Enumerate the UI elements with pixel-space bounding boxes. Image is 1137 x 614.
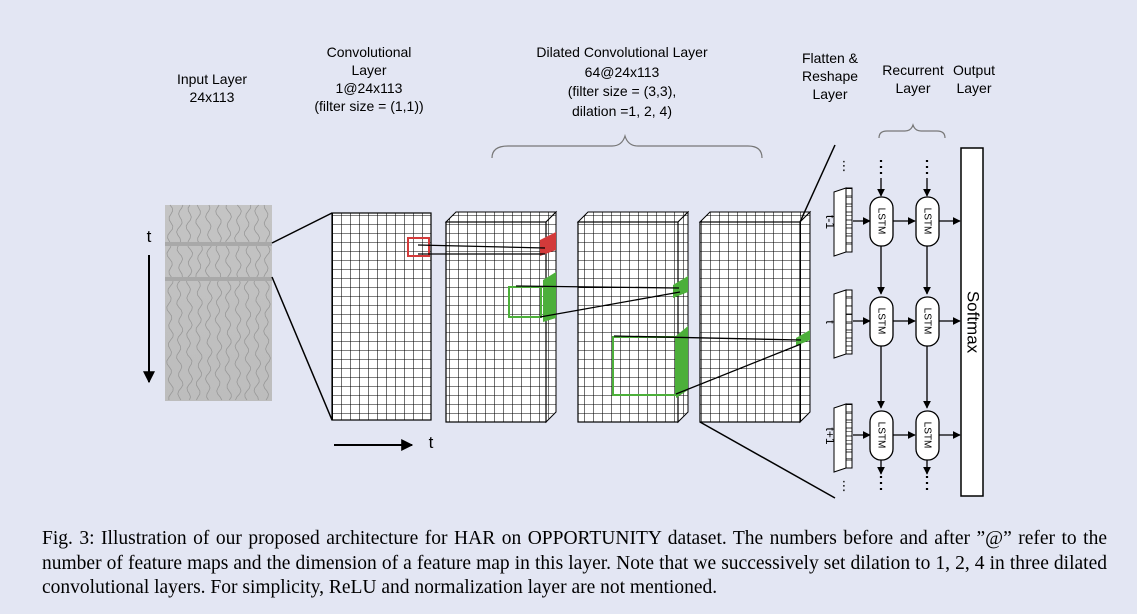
connector-line	[417, 244, 546, 249]
dilated1-red-highlight	[540, 232, 556, 256]
lstm-label: LSTM	[875, 308, 886, 335]
ellipsis-dots	[879, 160, 929, 492]
recurrent-layer-label: Recurrent Layer	[882, 62, 944, 96]
output-layer-line1: Output	[953, 62, 995, 78]
lstm-cell: LSTM	[869, 196, 894, 247]
dilated-layer-label: Dilated Convolutional Layer 64@24x113 (f…	[536, 44, 708, 119]
time-axis-vertical-label: t	[147, 227, 152, 246]
connector-line	[699, 421, 836, 499]
flatten-vector-t-plus-1: t+1	[823, 403, 853, 473]
recurrent-layer-line2: Layer	[895, 80, 930, 96]
flatten-reshape-vectors: ⋮ ⋮ t-1 t t+	[823, 158, 853, 493]
lstm-label: LSTM	[921, 208, 932, 235]
lstm-cell: LSTM	[869, 296, 894, 347]
connector-line	[539, 291, 681, 318]
dilated-layer-filter: (filter size = (3,3),	[568, 83, 677, 99]
step-label-t-minus-1: t-1	[823, 215, 837, 229]
flatten-vector-t: t	[823, 289, 853, 359]
dilated-layer-title: Dilated Convolutional Layer	[536, 44, 708, 60]
recurrent-layer-brace	[878, 123, 946, 139]
signal-trace	[244, 204, 252, 401]
connector-line	[613, 335, 802, 341]
flatten-layer-line1: Flatten &	[802, 50, 859, 66]
lstm-label: LSTM	[921, 422, 932, 449]
connector-line	[271, 276, 333, 421]
figure-caption: Fig. 3: Illustration of our proposed arc…	[42, 528, 1107, 598]
input-layer-label: Input Layer 24x113	[177, 71, 247, 105]
dilated-conv-block-3	[698, 210, 812, 424]
lstm-input-arrows	[853, 217, 961, 439]
flatten-layer-line2: Reshape	[802, 68, 858, 84]
input-layer-title: Input Layer	[177, 71, 247, 87]
dilated1-green-highlight	[543, 272, 556, 322]
signal-trace	[234, 204, 242, 401]
lstm-label: LSTM	[875, 422, 886, 449]
step-label-t-plus-1: t+1	[823, 427, 837, 444]
time-axis-horizontal-label: t	[429, 433, 434, 452]
dilated-conv-block-2	[576, 210, 690, 424]
input-signal-image	[165, 204, 272, 401]
lstm-cell: LSTM	[915, 410, 940, 461]
lstm-cell: LSTM	[915, 196, 940, 247]
connector-line	[799, 144, 836, 223]
dilated3-green-highlight	[796, 330, 810, 346]
conv-layer-filter: (filter size = (1,1))	[314, 98, 423, 114]
conv-layer-title-1: Convolutional	[327, 44, 412, 60]
connector-line	[515, 285, 680, 289]
ellipsis-bottom: ⋮	[838, 478, 851, 493]
dilated2-green-band	[676, 326, 688, 398]
signal-trace	[224, 204, 232, 401]
step-label-t: t	[823, 320, 837, 324]
softmax-output-block: Softmax	[960, 147, 984, 497]
signal-trace	[195, 204, 203, 401]
signal-trace	[204, 204, 213, 401]
input-layer-dims: 24x113	[190, 89, 235, 105]
signal-trace	[253, 204, 262, 401]
lstm-cell: LSTM	[869, 410, 894, 461]
dilated-layer-dilation: dilation =1, 2, 4)	[572, 103, 672, 119]
output-layer-label: Output Layer	[953, 62, 995, 96]
flatten-layer-line3: Layer	[812, 86, 847, 102]
softmax-label: Softmax	[964, 291, 983, 354]
conv-layer-title-2: Layer	[351, 62, 386, 78]
ellipsis-top: ⋮	[838, 158, 851, 173]
signal-trace	[176, 204, 184, 401]
conv-feature-map	[331, 212, 432, 421]
architecture-diagram: Input Layer 24x113 Convolutional Layer 1…	[143, 44, 995, 499]
flatten-vector-t-minus-1: t-1	[823, 187, 853, 257]
output-layer-line2: Layer	[956, 80, 991, 96]
signal-trace	[214, 204, 223, 401]
recurrent-layer-line1: Recurrent	[882, 62, 944, 78]
dilated1-green-box	[508, 286, 542, 318]
signal-trace	[185, 204, 194, 401]
lstm-recurrent-layer: LSTM LSTM LSTM LSTM LSTM LSTM	[853, 160, 961, 492]
dilated-layer-dims: 64@24x113	[585, 64, 660, 80]
conv-red-highlight	[407, 237, 430, 257]
connector-line	[271, 212, 333, 244]
dilated-layer-brace	[491, 133, 763, 159]
lstm-temporal-arrows	[877, 178, 931, 475]
connector-line	[675, 343, 802, 395]
signal-trace	[263, 204, 271, 401]
dilated-conv-block-1	[444, 210, 558, 424]
lstm-cell: LSTM	[915, 296, 940, 347]
conv-layer-dims: 1@24x113	[336, 80, 403, 96]
signal-trace	[166, 204, 174, 401]
lstm-label: LSTM	[875, 208, 886, 235]
conv-layer-label: Convolutional Layer 1@24x113 (filter siz…	[314, 44, 423, 114]
lstm-label: LSTM	[921, 308, 932, 335]
flatten-layer-label: Flatten & Reshape Layer	[802, 50, 859, 102]
